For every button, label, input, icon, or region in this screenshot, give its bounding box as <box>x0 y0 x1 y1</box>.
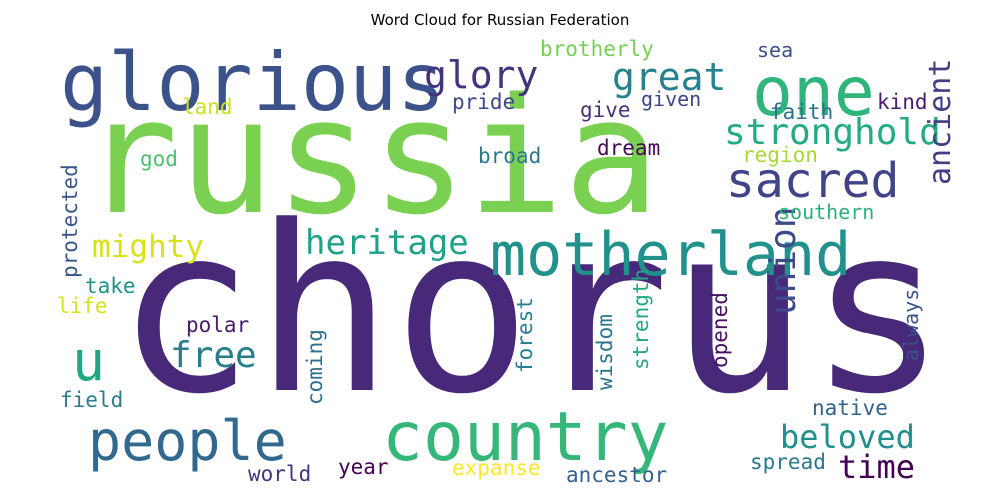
word-free: free <box>170 335 257 376</box>
word-region: region <box>742 143 818 167</box>
word-faith: faith <box>770 100 833 124</box>
word-opened: opened <box>708 292 732 368</box>
word-u: u <box>72 329 105 393</box>
chart-title: Word Cloud for Russian Federation <box>370 11 630 29</box>
word-spread: spread <box>750 450 826 474</box>
word-sacred: sacred <box>726 153 899 209</box>
word-people: people <box>88 409 287 473</box>
word-motherland: motherland <box>490 220 851 290</box>
word-polar: polar <box>186 313 249 337</box>
word-pride: pride <box>452 90 515 114</box>
word-strength: strength <box>629 269 653 370</box>
word-field: field <box>60 388 123 412</box>
word-give: give <box>580 98 631 122</box>
word-country: country <box>382 398 669 477</box>
word-given: given <box>641 87 701 111</box>
word-always: always <box>899 289 923 361</box>
word-take: take <box>85 274 136 298</box>
word-mighty: mighty <box>92 229 204 265</box>
word-kind: kind <box>877 90 928 114</box>
word-stronghold: stronghold <box>724 112 941 153</box>
word-year: year <box>338 455 389 479</box>
word-forest: forest <box>513 297 537 373</box>
word-dream: dream <box>597 136 660 160</box>
word-chorus: chorus <box>116 178 947 445</box>
word-native: native <box>812 396 888 420</box>
word-great: great <box>612 55 726 99</box>
word-sea: sea <box>757 38 793 62</box>
word-glory: glory <box>424 53 538 97</box>
word-time: time <box>838 448 915 486</box>
word-wisdom: wisdom <box>593 314 617 390</box>
word-one: one <box>752 53 875 132</box>
word-beloved: beloved <box>780 418 915 456</box>
word-god: god <box>140 147 178 171</box>
word-expanse: expanse <box>452 456 541 480</box>
word-russia: russia <box>82 63 660 250</box>
word-ancient: ancient <box>923 59 958 185</box>
word-land: land <box>182 95 233 119</box>
word-life: life <box>57 294 108 318</box>
word-broad: broad <box>478 144 541 168</box>
word-union: union <box>763 207 804 315</box>
word-brotherly: brotherly <box>540 37 654 61</box>
word-heritage: heritage <box>305 223 469 263</box>
word-glorious: glorious <box>60 36 445 129</box>
word-southern: southern <box>778 200 874 224</box>
word-ancestor: ancestor <box>566 463 667 487</box>
word-coming: coming <box>303 329 327 405</box>
word-protected: protected <box>58 164 82 278</box>
word-world: world <box>248 462 311 486</box>
